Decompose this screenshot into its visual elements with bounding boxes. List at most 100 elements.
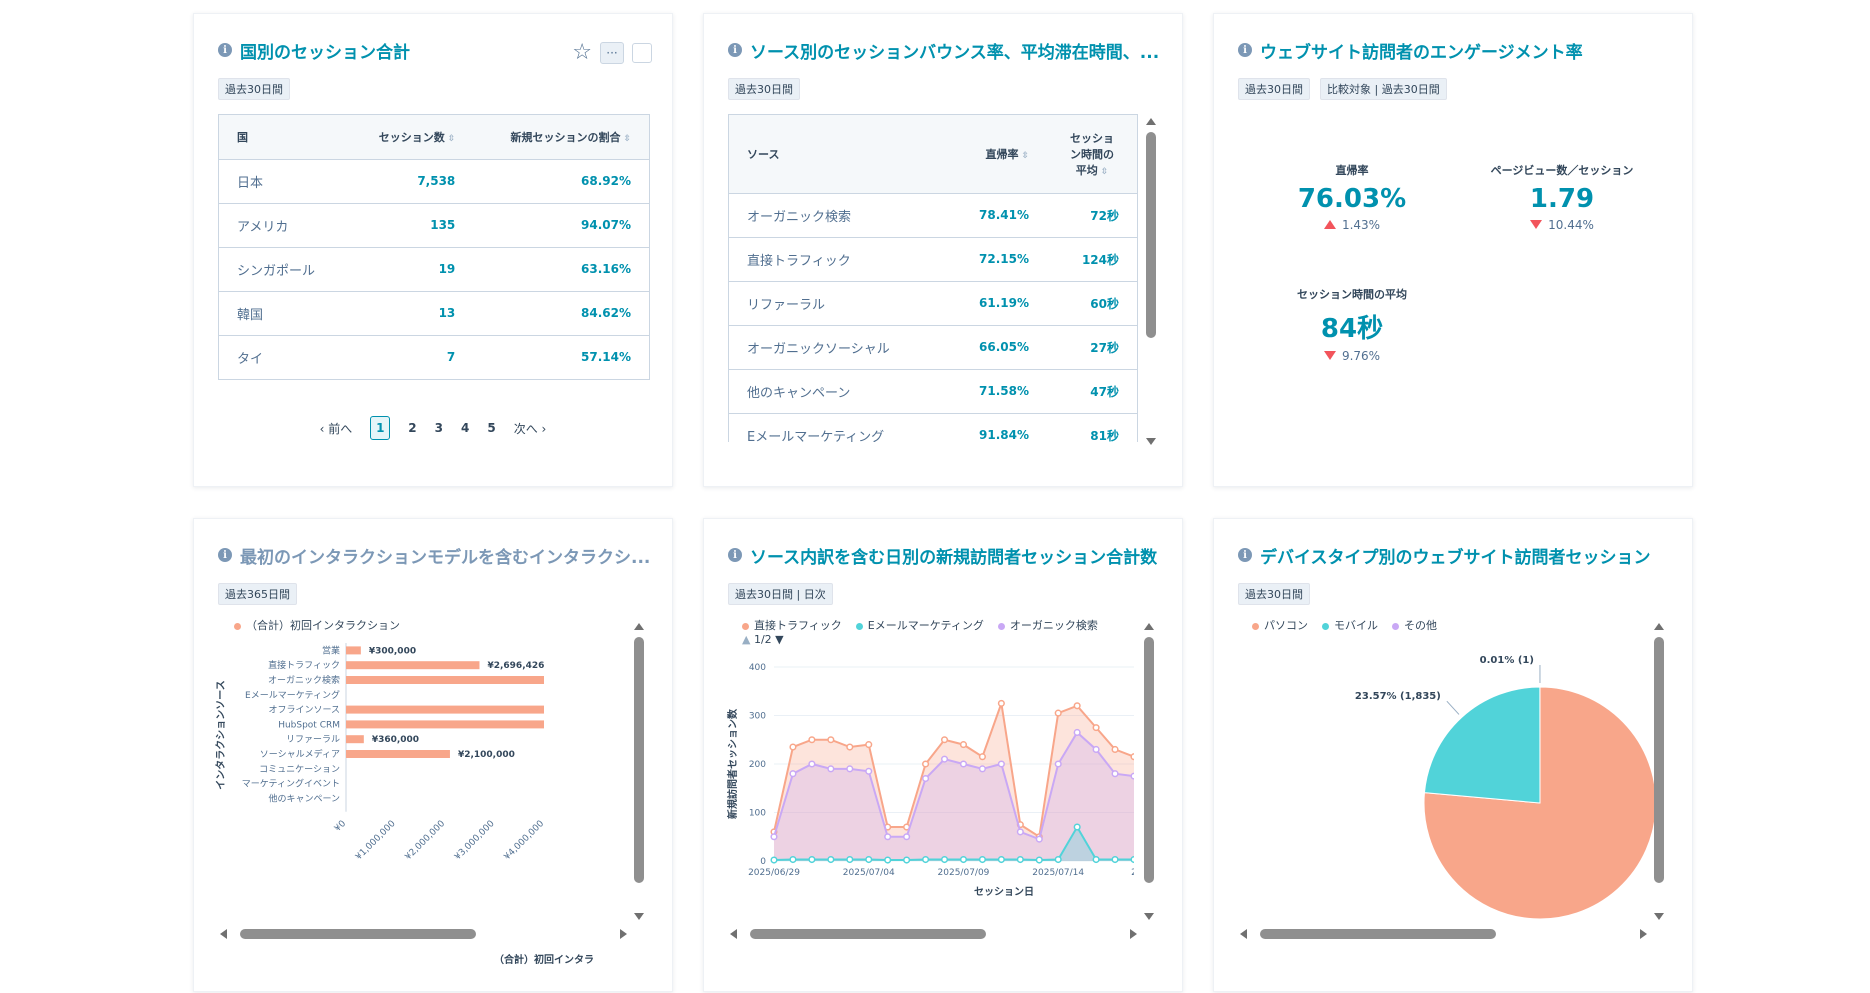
legend-item[interactable]: （合計）初回インタラクション (234, 617, 400, 633)
scroll-up-arrow[interactable] (1146, 118, 1156, 125)
info-icon[interactable]: i (1238, 548, 1252, 562)
scroll-up-arrow[interactable] (1654, 623, 1664, 630)
page-2[interactable]: 2 (408, 421, 417, 435)
sort-icon[interactable]: ⇳ (1021, 150, 1029, 161)
sort-icon[interactable]: ⇳ (447, 133, 456, 144)
legend-next-icon[interactable]: ▼ (775, 633, 784, 646)
table-row[interactable]: 日本 7,538 68.92% (219, 159, 649, 204)
scroll-left-arrow[interactable] (730, 929, 737, 939)
table-row[interactable]: オーガニックソーシャル 66.05% 27秒 (729, 325, 1137, 370)
cell-value[interactable]: 63.16% (473, 247, 649, 292)
vertical-scrollbar[interactable] (1144, 623, 1154, 923)
scrollbar-thumb[interactable] (750, 929, 986, 939)
cell-value[interactable]: 7 (446, 350, 456, 365)
card-title-text[interactable]: 最初のインタラクションモデルを含むインタラクシ... (240, 547, 651, 568)
scroll-left-arrow[interactable] (220, 929, 227, 939)
page-5[interactable]: 5 (487, 421, 496, 435)
scrollbar-thumb[interactable] (1260, 929, 1496, 939)
cell-value[interactable]: 84.62% (473, 291, 649, 336)
column-header-new-session-rate[interactable]: 新規セッションの割合 ⇳ (473, 115, 649, 160)
table-row[interactable]: アメリカ 135 94.07% (219, 203, 649, 248)
column-header-country[interactable]: 国 (219, 115, 347, 160)
cell-value[interactable]: 72秒 (1047, 193, 1137, 238)
column-header-source[interactable]: ソース (729, 115, 944, 194)
scroll-down-arrow[interactable] (634, 913, 644, 920)
horizontal-scrollbar[interactable] (1240, 929, 1650, 939)
table-row[interactable]: 直接トラフィック 72.15% 124秒 (729, 237, 1137, 282)
column-header-sessions[interactable]: セッション数 ⇳ (346, 115, 474, 160)
scrollbar-thumb[interactable] (1146, 132, 1156, 338)
cell-value[interactable]: 94.07% (473, 203, 649, 248)
cell-value[interactable]: 13 (346, 291, 474, 336)
cell-value[interactable]: 91.84% (979, 428, 1029, 442)
table-row[interactable]: 韓国 13 84.62% (219, 291, 649, 336)
column-header-avg-session[interactable]: セッション時間の平均 ⇳ (1047, 115, 1137, 194)
card-title-text[interactable]: ソース内訳を含む日別の新規訪問者セッション合計数 (750, 547, 1158, 568)
scroll-down-arrow[interactable] (1144, 913, 1154, 920)
scroll-right-arrow[interactable] (620, 929, 627, 939)
table-row[interactable]: Eメールマーケティング 91.84% 81秒 (729, 413, 1137, 442)
cell-value[interactable]: 57.14% (581, 350, 631, 365)
cell-value[interactable]: 19 (346, 247, 474, 292)
next-page-button[interactable]: 次へ › (513, 421, 547, 436)
legend-item[interactable]: 直接トラフィック (742, 617, 842, 633)
vertical-scrollbar[interactable] (1654, 623, 1664, 923)
legend-prev-icon[interactable]: ▲ (742, 633, 751, 646)
card-title-text[interactable]: ソース別のセッションバウンス率、平均滞在時間、... (750, 42, 1160, 63)
scroll-right-arrow[interactable] (1130, 929, 1137, 939)
cell-value[interactable]: 72.15% (943, 237, 1047, 282)
table-row[interactable]: オーガニック検索 78.41% 72秒 (729, 193, 1137, 238)
cell-value[interactable]: 71.58% (943, 369, 1047, 414)
card-title-text[interactable]: デバイスタイプ別のウェブサイト訪問者セッション (1260, 547, 1651, 568)
sort-icon[interactable]: ⇳ (623, 133, 631, 144)
sort-icon[interactable]: ⇳ (1100, 166, 1109, 177)
info-icon[interactable]: i (218, 548, 232, 562)
table-row[interactable]: リファーラル 61.19% 60秒 (729, 281, 1137, 326)
prev-page-button[interactable]: ‹ 前へ (319, 421, 353, 436)
select-checkbox[interactable] (632, 43, 652, 63)
page-4[interactable]: 4 (461, 421, 470, 435)
vertical-scrollbar[interactable] (634, 623, 644, 923)
card-title-text[interactable]: ウェブサイト訪問者のエンゲージメント率 (1260, 42, 1583, 63)
scrollbar-thumb[interactable] (240, 929, 476, 939)
cell-value[interactable]: 27秒 (1047, 325, 1137, 370)
info-icon[interactable]: i (218, 43, 232, 57)
page-3[interactable]: 3 (434, 421, 443, 435)
cell-value[interactable]: 124秒 (1047, 237, 1137, 282)
scrollbar-thumb[interactable] (1144, 637, 1154, 883)
scroll-down-arrow[interactable] (1146, 438, 1156, 445)
cell-value[interactable]: 60秒 (1047, 281, 1137, 326)
cell-value[interactable]: 66.05% (943, 325, 1047, 370)
info-icon[interactable]: i (728, 548, 742, 562)
cell-value[interactable]: 81秒 (1090, 428, 1119, 442)
info-icon[interactable]: i (728, 43, 742, 57)
scroll-down-arrow[interactable] (1654, 913, 1664, 920)
cell-value[interactable]: 61.19% (943, 281, 1047, 326)
card-title-text[interactable]: 国別のセッション合計 (240, 42, 410, 63)
page-1[interactable]: 1 (370, 416, 391, 440)
column-header-bounce-rate[interactable]: 直帰率 ⇳ (943, 115, 1047, 194)
horizontal-scrollbar[interactable] (220, 929, 630, 939)
cell-value[interactable]: 47秒 (1047, 369, 1137, 414)
table-row[interactable]: 他のキャンペーン 71.58% 47秒 (729, 369, 1137, 414)
scroll-up-arrow[interactable] (634, 623, 644, 630)
scrollbar-thumb[interactable] (1654, 637, 1664, 883)
cell-value[interactable]: 78.41% (943, 193, 1047, 238)
scroll-right-arrow[interactable] (1640, 929, 1647, 939)
table-row[interactable]: シンガポール 19 63.16% (219, 247, 649, 292)
legend-item[interactable]: その他 (1392, 617, 1437, 633)
table-row[interactable]: タイ 7 57.14% (219, 335, 649, 379)
more-actions-button[interactable]: ··· (600, 42, 624, 64)
cell-value[interactable]: 7,538 (346, 159, 474, 204)
info-icon[interactable]: i (1238, 43, 1252, 57)
scroll-left-arrow[interactable] (1240, 929, 1247, 939)
vertical-scrollbar[interactable] (1146, 118, 1156, 448)
scrollbar-thumb[interactable] (634, 637, 644, 883)
legend-item[interactable]: モバイル (1322, 617, 1378, 633)
scroll-up-arrow[interactable] (1144, 623, 1154, 630)
cell-value[interactable]: 135 (346, 203, 474, 248)
legend-item[interactable]: パソコン (1252, 617, 1308, 633)
star-icon[interactable]: ☆ (572, 40, 592, 65)
horizontal-scrollbar[interactable] (730, 929, 1140, 939)
legend-item[interactable]: オーガニック検索 (997, 617, 1098, 633)
